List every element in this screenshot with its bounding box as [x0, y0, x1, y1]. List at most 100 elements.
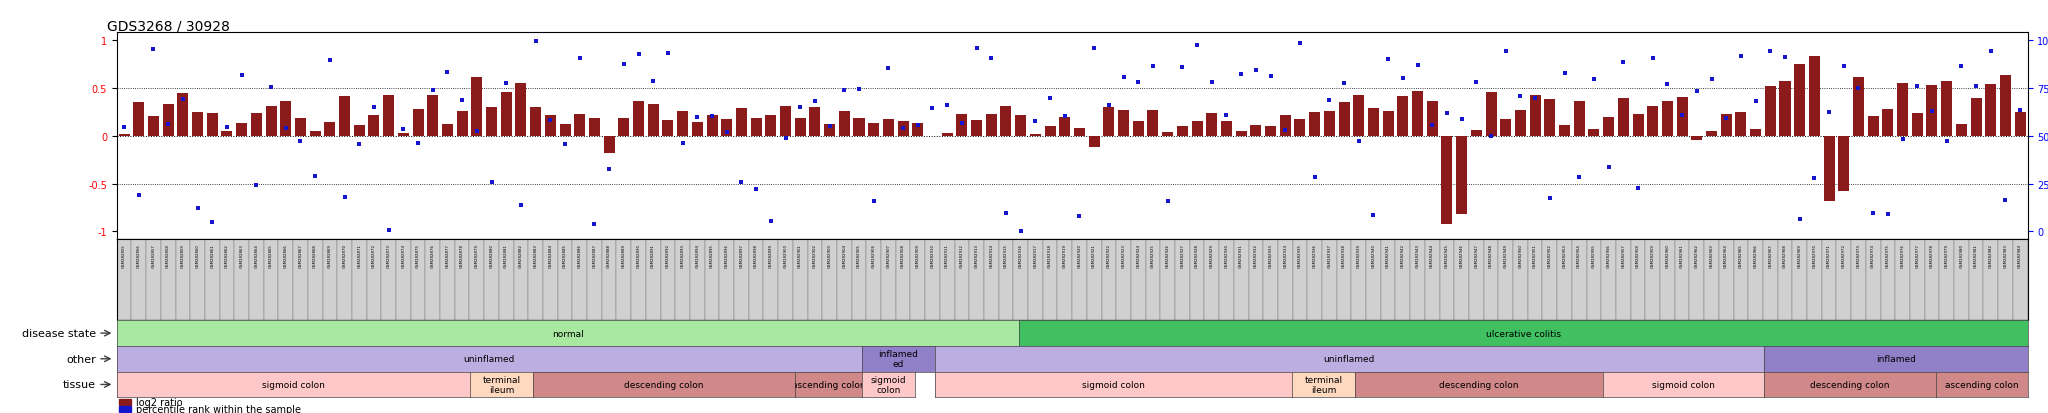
Bar: [1675, 240, 1690, 320]
Point: [754, 218, 786, 224]
Bar: [514, 240, 528, 320]
Bar: [1780, 81, 1790, 136]
Bar: [1868, 117, 1878, 136]
Bar: [1454, 240, 1468, 320]
Bar: [162, 240, 176, 320]
Point: [799, 99, 831, 105]
Point: [858, 198, 891, 204]
Text: GSM282979: GSM282979: [1946, 244, 1950, 268]
Bar: [205, 240, 219, 320]
Bar: [1221, 121, 1233, 136]
Point: [608, 62, 641, 68]
Point: [1651, 81, 1683, 88]
Text: GSM282923: GSM282923: [1122, 244, 1126, 268]
Bar: [1090, 136, 1100, 148]
Bar: [236, 123, 248, 136]
Point: [2003, 107, 2036, 114]
Point: [813, 123, 846, 130]
Bar: [1661, 240, 1675, 320]
Bar: [895, 240, 911, 320]
Text: terminal
ileum: terminal ileum: [1305, 375, 1341, 394]
Bar: [881, 240, 895, 320]
Bar: [1985, 85, 1997, 136]
Text: ascending colon: ascending colon: [1946, 380, 2019, 389]
Bar: [1337, 240, 1352, 320]
Point: [416, 88, 449, 94]
Text: GSM282913: GSM282913: [975, 244, 979, 268]
Bar: [266, 107, 276, 136]
Bar: [1630, 240, 1645, 320]
Bar: [1307, 240, 1323, 320]
Text: GSM282935: GSM282935: [1298, 244, 1303, 267]
Text: percentile rank within the sample: percentile rank within the sample: [135, 404, 301, 413]
Text: GSM282951: GSM282951: [1534, 244, 1538, 267]
Bar: [1323, 112, 1335, 136]
Bar: [1147, 111, 1159, 136]
Bar: [528, 240, 543, 320]
Point: [1210, 112, 1243, 119]
Text: sigmoid
colon: sigmoid colon: [870, 375, 907, 394]
Point: [563, 55, 596, 62]
Point: [549, 141, 582, 148]
Text: GSM282926: GSM282926: [1165, 244, 1169, 267]
Text: GSM282902: GSM282902: [813, 244, 817, 268]
Bar: [1057, 240, 1073, 320]
Bar: [1939, 240, 1954, 320]
Point: [152, 122, 184, 128]
Bar: [1632, 114, 1645, 136]
Bar: [1956, 125, 1966, 136]
Bar: [1133, 122, 1143, 136]
Bar: [340, 97, 350, 136]
Text: GSM282917: GSM282917: [1034, 244, 1038, 268]
Point: [1753, 49, 1786, 55]
Bar: [2013, 240, 2028, 320]
Point: [1872, 211, 1905, 218]
Text: GSM282919: GSM282919: [1063, 244, 1067, 268]
Point: [1253, 74, 1286, 80]
Bar: [516, 84, 526, 136]
Point: [975, 55, 1008, 62]
Bar: [1411, 240, 1425, 320]
Bar: [295, 119, 305, 136]
Bar: [381, 240, 395, 320]
Text: GSM282930: GSM282930: [1225, 244, 1229, 268]
Text: GSM282961: GSM282961: [1679, 244, 1683, 267]
Text: GSM282977: GSM282977: [1915, 244, 1919, 268]
Text: GSM282959: GSM282959: [1651, 244, 1655, 267]
Text: GSM282884: GSM282884: [549, 244, 553, 268]
Text: GSM282940: GSM282940: [1372, 244, 1376, 268]
Text: GSM282934: GSM282934: [1284, 244, 1288, 268]
Bar: [971, 120, 983, 136]
Point: [1886, 137, 1919, 143]
Point: [1520, 96, 1552, 102]
Bar: [807, 240, 821, 320]
Bar: [162, 104, 174, 136]
Bar: [1894, 240, 1911, 320]
Bar: [1573, 102, 1585, 136]
Bar: [1427, 102, 1438, 136]
Point: [1165, 64, 1198, 71]
Text: GSM282875: GSM282875: [416, 244, 420, 267]
Bar: [1485, 92, 1497, 136]
Text: GSM282949: GSM282949: [1503, 244, 1507, 268]
Text: GSM282956: GSM282956: [1606, 244, 1610, 267]
Point: [166, 96, 199, 103]
Text: uninflamed: uninflamed: [1323, 354, 1374, 363]
Point: [1151, 199, 1184, 205]
Bar: [264, 240, 279, 320]
Point: [1270, 127, 1303, 134]
Bar: [190, 240, 205, 320]
Text: GSM282950: GSM282950: [1518, 244, 1522, 267]
Bar: [647, 104, 659, 136]
Bar: [1911, 240, 1925, 320]
Bar: [631, 240, 645, 320]
Bar: [1559, 126, 1571, 136]
Bar: [1851, 240, 1866, 320]
Bar: [1968, 240, 1982, 320]
Bar: [618, 119, 629, 136]
Bar: [999, 240, 1014, 320]
Text: GSM282929: GSM282929: [1210, 244, 1214, 268]
Point: [387, 127, 420, 133]
Point: [342, 142, 375, 148]
Bar: [692, 122, 702, 136]
